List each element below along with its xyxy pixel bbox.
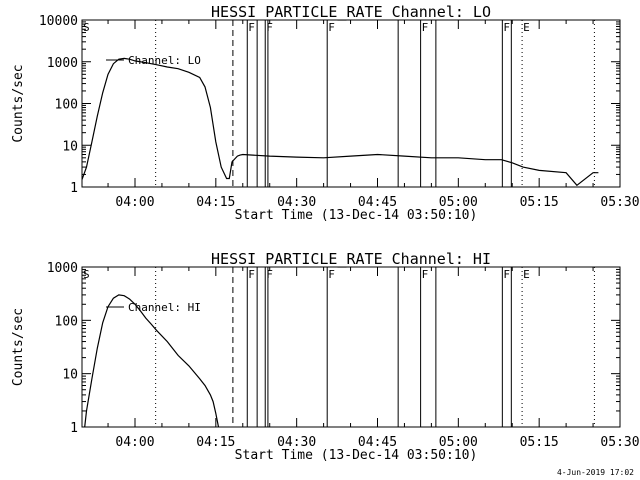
y-tick-label: 100 xyxy=(55,98,78,113)
x-tick-label: 04:30 xyxy=(277,435,316,450)
y-axis-label: Counts/sec xyxy=(11,64,26,142)
x-tick-label: 05:30 xyxy=(600,435,639,450)
x-tick-label: 04:30 xyxy=(277,195,316,210)
flag-label: E xyxy=(523,268,530,281)
flag-label: F xyxy=(328,268,335,281)
flag-label: F xyxy=(503,268,510,281)
y-tick-label: 100 xyxy=(55,314,78,329)
flag-label: F xyxy=(503,21,510,34)
x-axis-label: Start Time (13-Dec-14 03:50:10) xyxy=(235,208,478,223)
flag-label: F xyxy=(266,21,273,34)
y-tick-label: 10 xyxy=(62,139,78,154)
flag-label: F xyxy=(328,21,335,34)
legend-label: Channel: HI xyxy=(128,301,201,314)
chart-title: HESSI PARTICLE_RATE Channel: LO xyxy=(211,3,491,21)
flag-label: S xyxy=(83,21,90,34)
x-tick-label: 04:15 xyxy=(196,195,235,210)
y-tick-label: 1000 xyxy=(47,261,78,276)
chart-title: HESSI PARTICLE_RATE Channel: HI xyxy=(211,250,491,268)
y-tick-label: 1 xyxy=(70,181,78,196)
flag-label: E xyxy=(523,21,530,34)
plot-frame xyxy=(81,19,621,188)
x-tick-label: 04:00 xyxy=(115,195,154,210)
chart-hi: HESSI PARTICLE_RATE Channel: HI 1 10 100 100… xyxy=(11,250,640,463)
y-tick-label: 1000 xyxy=(47,56,78,71)
x-tick-label: 04:45 xyxy=(358,195,397,210)
flag-label: F xyxy=(248,268,255,281)
chart-lo: HESSI PARTICLE_RATE Channel: LO 1 10 100 100… xyxy=(11,3,640,223)
footer-timestamp: 4-Jun-2019 17:02 xyxy=(556,468,634,477)
plot-frame xyxy=(81,266,621,428)
x-tick-label: 05:00 xyxy=(439,435,478,450)
series-line xyxy=(84,294,220,428)
flag-label: F xyxy=(422,268,429,281)
flag-label: F xyxy=(248,21,255,34)
series-line xyxy=(81,57,599,187)
y-axis-label: Counts/sec xyxy=(11,308,26,386)
x-tick-label: 05:00 xyxy=(439,195,478,210)
x-tick-label: 05:15 xyxy=(520,195,559,210)
x-tick-label: 04:00 xyxy=(115,435,154,450)
flag-label: F xyxy=(266,268,273,281)
x-tick-label: 04:45 xyxy=(358,435,397,450)
flag-label: S xyxy=(83,268,90,281)
y-tick-label: 10 xyxy=(62,368,78,383)
legend-label: Channel: LO xyxy=(128,54,201,67)
x-axis-label: Start Time (13-Dec-14 03:50:10) xyxy=(235,448,478,463)
x-tick-label: 04:15 xyxy=(196,435,235,450)
x-tick-label: 05:30 xyxy=(600,195,639,210)
y-tick-label: 10000 xyxy=(39,14,78,29)
flag-label: F xyxy=(422,21,429,34)
x-tick-label: 05:15 xyxy=(520,435,559,450)
y-tick-label: 1 xyxy=(70,421,78,436)
